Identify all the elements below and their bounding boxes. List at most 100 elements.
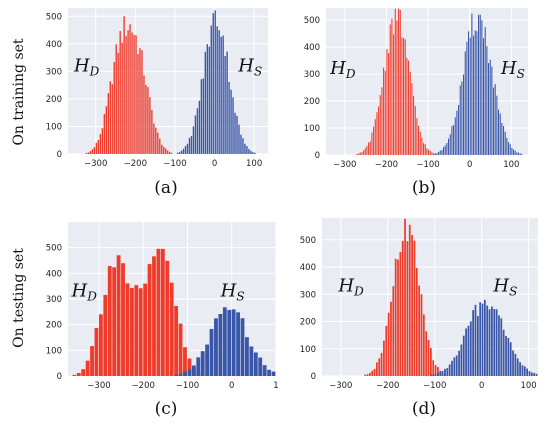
histogram-bar-h_d — [413, 96, 415, 155]
row-label-training: On training set — [11, 38, 27, 145]
histogram-bar-h_d — [384, 70, 386, 155]
histogram-bar-h_d — [121, 263, 125, 376]
histogram-bar-h_d — [376, 362, 378, 376]
series-annotation-subscript: S — [254, 64, 262, 78]
histogram-bar-h_s — [176, 152, 179, 154]
x-tick-label: 1 — [273, 381, 278, 391]
histogram-bar-h_s — [462, 335, 465, 376]
histogram-bar-h_d — [165, 148, 167, 154]
histogram-bar-h_s — [444, 145, 446, 155]
histogram-bar-h_d — [416, 118, 418, 155]
histogram-bar-h_s — [232, 97, 234, 154]
histogram-bar-h_s — [191, 365, 196, 376]
x-tick-label: 0 — [479, 381, 484, 391]
histogram-bar-h_s — [483, 38, 485, 155]
panel-label-d: (d) — [412, 399, 436, 419]
histogram-bar-h_s — [262, 365, 267, 376]
row-label-testing: On testing set — [11, 248, 27, 348]
histogram-bar-h_d — [376, 112, 378, 155]
histogram-bar-h_s — [530, 372, 533, 376]
histogram-bar-h_d — [90, 346, 94, 376]
panel-label-b: (b) — [412, 178, 436, 198]
histogram-bar-h_s — [511, 147, 513, 155]
histogram-bar-h_d — [105, 106, 108, 154]
y-tick-label: 100 — [304, 124, 320, 134]
histogram-bar-h_d — [156, 248, 161, 376]
x-tick-label: 0 — [467, 160, 472, 170]
histogram-bar-h_d — [107, 266, 112, 376]
histogram-bar-h_s — [209, 328, 214, 376]
histogram-bar-h_s — [453, 357, 456, 376]
histogram-bar-h_s — [250, 150, 252, 154]
histogram-bar-h_s — [463, 74, 465, 155]
histogram-bar-h_d — [419, 131, 421, 155]
histogram-bar-h_s — [535, 373, 538, 376]
histogram-bar-h_d — [98, 314, 103, 376]
histogram-bar-h_d — [408, 224, 411, 376]
histogram-bar-h_s — [518, 152, 520, 155]
histogram-bar-h_d — [415, 267, 418, 376]
histogram-bar-h_s — [248, 149, 250, 154]
y-tick-label: 200 — [304, 97, 320, 107]
histogram-bar-h_d — [391, 18, 393, 156]
histogram-bar-h_d — [147, 87, 149, 154]
histogram-bar-h_d — [429, 150, 431, 155]
histogram-bar-h_s — [491, 66, 493, 155]
histogram-bar-h_d — [159, 138, 161, 154]
histogram-bar-h_s — [208, 46, 210, 154]
histogram-bar-h_d — [411, 83, 413, 155]
histogram-bar-h_d — [366, 374, 369, 376]
histogram-bar-h_d — [111, 84, 113, 154]
histogram-bar-h_d — [418, 285, 421, 376]
histogram-bar-h_d — [155, 127, 157, 154]
x-tick-label: 0 — [229, 381, 234, 391]
histogram-bar-h_s — [198, 100, 201, 154]
histogram-bar-h_s — [468, 31, 470, 155]
histogram-bar-h_d — [163, 146, 165, 154]
histogram-bar-h_d — [143, 75, 145, 154]
histogram-bar-h_d — [183, 347, 187, 376]
histogram-bar-h_d — [373, 126, 375, 155]
histogram-bar-h_d — [89, 150, 92, 154]
histogram-bar-h_d — [129, 24, 131, 154]
histogram-bar-h_s — [190, 136, 193, 154]
y-tick-label: 200 — [46, 95, 62, 105]
histogram-bar-h_s — [254, 152, 256, 154]
histogram-bar-h_s — [474, 304, 477, 376]
histogram-bar-h_s — [460, 344, 463, 376]
histogram-bar-h_s — [453, 125, 455, 155]
histogram-bar-h_s — [521, 365, 524, 376]
histogram-bar-h_s — [187, 369, 192, 376]
histogram-bar-h_s — [486, 305, 489, 376]
histogram-bar-h_d — [149, 97, 151, 154]
histogram-bar-h_d — [160, 248, 165, 376]
histogram-bar-h_s — [246, 146, 248, 154]
x-tick-label: −300 — [84, 159, 107, 169]
histogram-bar-h_s — [242, 138, 244, 154]
histogram-bar-h_s — [449, 134, 451, 155]
x-tick-label: −200 — [376, 381, 399, 391]
histogram-bar-h_d — [165, 260, 170, 376]
histogram-bar-h_s — [430, 375, 432, 376]
histogram-bar-h_d — [81, 369, 86, 376]
y-tick-label: 100 — [46, 346, 62, 356]
histogram-bar-h_d — [168, 151, 171, 154]
histogram-bar-h_s — [446, 142, 448, 155]
histogram-bar-h_d — [403, 38, 405, 156]
histogram-bar-h_s — [196, 357, 201, 376]
histogram-bar-h_s — [495, 309, 498, 376]
histogram-bar-h_s — [234, 112, 236, 154]
histogram-bar-h_d — [389, 24, 391, 156]
histogram-bar-h_d — [383, 340, 385, 376]
histogram-bar-h_s — [212, 13, 214, 155]
histogram-bar-h_s — [484, 299, 486, 376]
histogram-bar-h_d — [381, 87, 383, 155]
series-annotation-subscript: D — [89, 64, 100, 78]
histogram-bar-h_s — [183, 371, 187, 376]
histogram-bar-h_s — [448, 138, 450, 155]
histogram-bar-h_d — [72, 374, 77, 376]
histogram-bar-h_s — [464, 51, 466, 155]
histogram-bar-h_s — [504, 131, 506, 155]
y-tick-label: 0 — [311, 372, 316, 382]
histogram-bar-h_d — [401, 240, 404, 376]
